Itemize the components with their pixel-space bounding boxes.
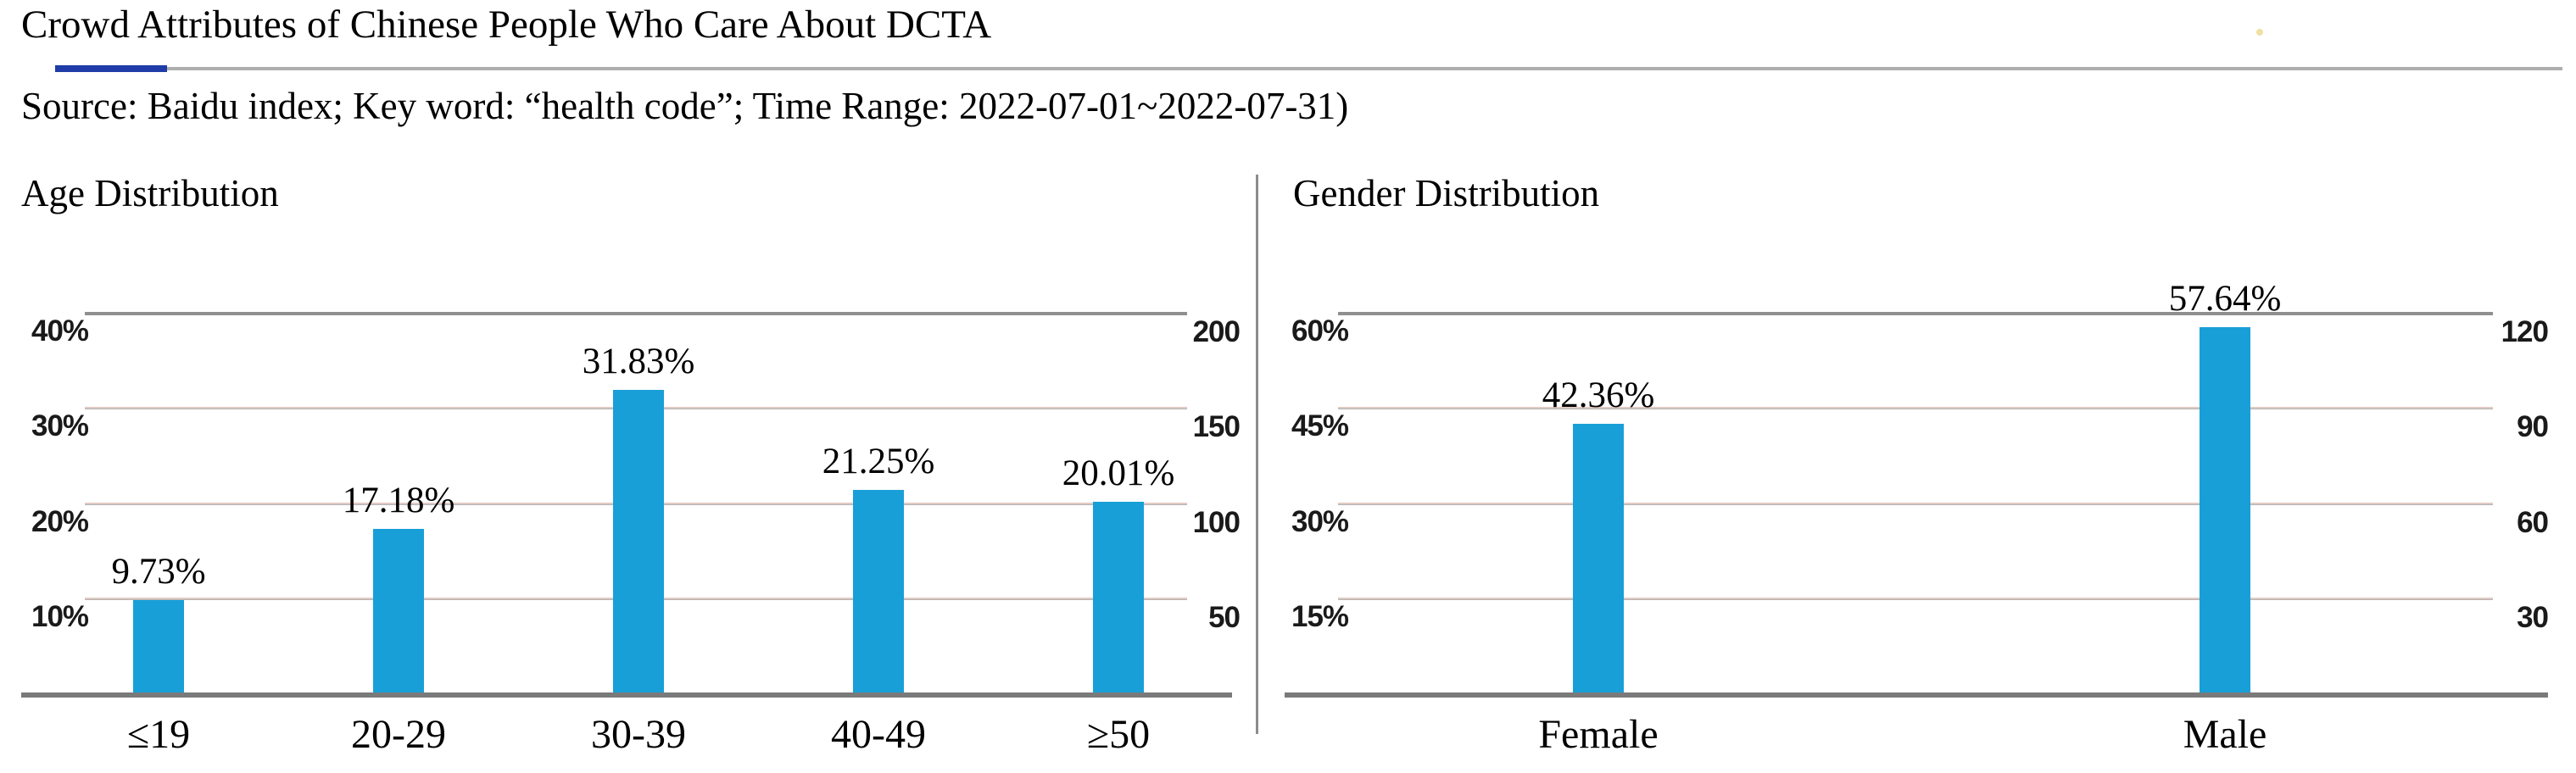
secondary-axis-tick: 30 <box>2517 601 2549 634</box>
bar-value-label: 20.01% <box>1062 453 1175 493</box>
gridline <box>1338 598 2493 600</box>
y-axis-tick: 30% <box>1291 505 1349 538</box>
gridline <box>1338 407 2493 409</box>
bar-value-label: 9.73% <box>111 552 206 592</box>
secondary-axis-tick: 120 <box>2501 315 2549 348</box>
category-label: ≥50 <box>1086 712 1151 757</box>
bar <box>133 600 184 692</box>
gridline-pink-accent <box>1338 598 2493 599</box>
age-distribution-chart: Age Distribution 10% 50 20% 100 30% 150 40% 200… <box>21 0 1251 773</box>
gridline <box>1338 312 2493 315</box>
y-axis-tick: 10% <box>31 600 89 633</box>
bar <box>2200 327 2250 692</box>
secondary-axis-tick: 90 <box>2517 410 2549 443</box>
bar-value-label: 42.36% <box>1542 375 1655 415</box>
y-axis-tick: 20% <box>31 505 89 538</box>
bar-value-label: 21.25% <box>822 442 935 481</box>
secondary-axis-tick: 50 <box>1208 601 1241 634</box>
gridline <box>85 312 1187 315</box>
page-title: Crowd Attributes of Chinese People Who C… <box>21 3 992 47</box>
bar <box>373 529 424 692</box>
category-label: 30-39 <box>591 712 686 757</box>
category-label: 40-49 <box>831 712 926 757</box>
bar-value-label: 31.83% <box>582 342 695 381</box>
gender-distribution-chart: Gender Distribution 15% 30 30% 60 45% 90 60% 12… <box>1285 0 2576 773</box>
chart-divider <box>1256 175 1258 734</box>
gridline-pink-accent <box>1338 503 2493 504</box>
x-axis-baseline <box>1285 692 2548 698</box>
bar <box>853 490 904 692</box>
bar-value-label: 57.64% <box>2168 279 2282 319</box>
y-axis-tick: 45% <box>1291 409 1349 442</box>
category-label: Male <box>2183 712 2267 757</box>
gender-chart-title: Gender Distribution <box>1293 172 1600 214</box>
source-line: Source: Baidu index; Key word: “health c… <box>21 85 1349 127</box>
y-axis-tick: 60% <box>1291 314 1349 348</box>
title-underline-accent <box>55 65 167 72</box>
secondary-axis-tick: 60 <box>2517 506 2549 539</box>
bar <box>1093 502 1144 692</box>
category-label: ≤19 <box>126 712 191 757</box>
y-axis-tick: 15% <box>1291 600 1349 633</box>
decorative-yellow-dot <box>2256 29 2263 36</box>
secondary-axis-tick: 200 <box>1192 315 1241 348</box>
age-chart-title: Age Distribution <box>21 172 279 214</box>
y-axis-tick: 30% <box>31 409 89 442</box>
x-axis-baseline <box>21 692 1232 698</box>
title-underline-rule <box>167 67 2562 70</box>
category-label: Female <box>1538 712 1659 757</box>
category-label: 20-29 <box>351 712 446 757</box>
secondary-axis-tick: 150 <box>1192 410 1241 443</box>
bar <box>1573 424 1624 692</box>
gridline-pink-accent <box>1338 407 2493 409</box>
secondary-axis-tick: 100 <box>1192 506 1241 539</box>
bar-value-label: 17.18% <box>342 481 455 520</box>
bar <box>613 390 664 692</box>
y-axis-tick: 40% <box>31 314 89 348</box>
gridline <box>1338 503 2493 505</box>
